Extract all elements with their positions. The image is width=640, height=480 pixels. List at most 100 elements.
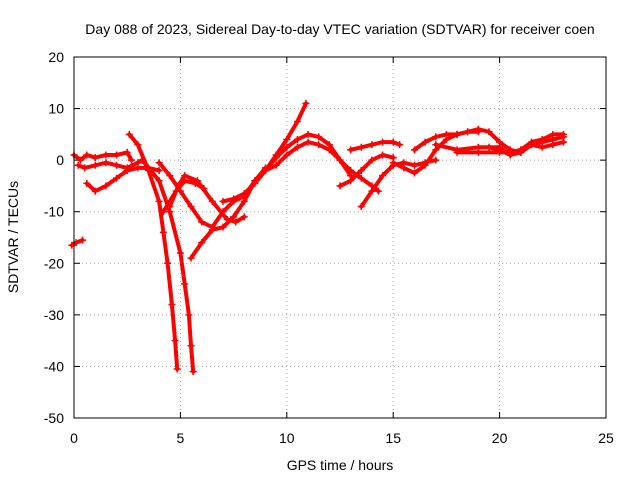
data-point	[347, 177, 355, 185]
data-point	[125, 130, 133, 138]
data-point	[272, 161, 280, 169]
data-point	[368, 187, 376, 195]
data-point	[315, 141, 323, 149]
grid	[74, 57, 606, 418]
data-point	[262, 166, 270, 174]
data-point	[74, 161, 82, 169]
data-point	[485, 128, 493, 136]
data-point	[368, 141, 376, 149]
data-point	[155, 166, 163, 174]
data-point	[187, 203, 195, 211]
data-point	[198, 218, 206, 226]
data-point	[230, 213, 238, 221]
data-point	[357, 174, 365, 182]
data-point	[113, 174, 121, 182]
data-point	[173, 365, 181, 373]
y-tick-label: -20	[44, 255, 64, 271]
data-point	[176, 249, 184, 257]
x-tick-label: 0	[70, 430, 78, 446]
series-dip-2	[138, 156, 197, 376]
y-tick-label: 0	[56, 152, 64, 168]
data-point	[357, 203, 365, 211]
y-tick-label: 20	[48, 49, 64, 65]
data-point	[168, 301, 176, 309]
data-point	[198, 239, 206, 247]
data-point	[176, 187, 184, 195]
data-point	[496, 146, 504, 154]
data-point	[200, 185, 208, 193]
data-point	[240, 190, 248, 198]
data-point	[208, 223, 216, 231]
series-arc-7	[159, 177, 208, 216]
data-point	[421, 138, 429, 146]
data-point	[91, 187, 99, 195]
data-point	[432, 133, 440, 141]
data-point	[410, 161, 418, 169]
data-point	[410, 169, 418, 177]
data-point	[432, 156, 440, 164]
data-point	[357, 143, 365, 151]
data-point	[91, 161, 99, 169]
data-point	[421, 161, 429, 169]
x-tick-label: 5	[177, 430, 185, 446]
data-point	[283, 151, 291, 159]
tick-labels: 0 5 10 15 20 25 -50 -40 -30 -20 -10 0 10 20	[44, 49, 614, 446]
data-point	[155, 159, 163, 167]
data-point	[336, 182, 344, 190]
data-point	[189, 368, 197, 376]
data-point	[293, 117, 301, 125]
data-point	[357, 166, 365, 174]
series-line	[348, 140, 402, 152]
series-arc-4	[68, 236, 87, 249]
data-point	[347, 166, 355, 174]
data-point	[166, 172, 174, 180]
data-point	[474, 125, 482, 133]
data-point	[171, 337, 179, 345]
data-point	[474, 148, 482, 156]
series-line	[157, 101, 308, 230]
data-point	[219, 223, 227, 231]
data-point	[315, 133, 323, 141]
y-tick-label: -50	[44, 410, 64, 426]
data-point	[127, 156, 135, 164]
series-line	[72, 150, 134, 163]
data-point	[251, 179, 259, 187]
data-point	[304, 138, 312, 146]
data-point	[293, 136, 301, 144]
series-layer	[68, 99, 567, 376]
data-point	[181, 280, 189, 288]
data-point	[325, 146, 333, 154]
x-tick-label: 25	[598, 430, 614, 446]
y-tick-label: 10	[48, 101, 64, 117]
data-point	[389, 159, 397, 167]
data-point	[453, 148, 461, 156]
data-point	[113, 151, 121, 159]
x-tick-label: 10	[279, 430, 295, 446]
data-point	[538, 143, 546, 151]
data-point	[219, 197, 227, 205]
series-dip-1	[125, 130, 181, 373]
data-point	[102, 151, 110, 159]
data-point	[232, 218, 240, 226]
data-point	[336, 156, 344, 164]
data-point	[453, 130, 461, 138]
data-point	[208, 197, 216, 205]
data-point	[379, 151, 387, 159]
data-point	[347, 146, 355, 154]
data-point	[138, 156, 146, 164]
y-tick-label: -40	[44, 358, 64, 374]
data-point	[81, 164, 89, 172]
data-point	[304, 130, 312, 138]
data-point	[389, 138, 397, 146]
data-point	[102, 159, 110, 167]
data-point	[134, 141, 142, 149]
data-point	[155, 177, 163, 185]
y-tick-label: -10	[44, 204, 64, 220]
data-point	[187, 254, 195, 262]
data-point	[91, 154, 99, 162]
data-point	[230, 195, 238, 203]
data-point	[442, 130, 450, 138]
data-point	[191, 179, 199, 187]
data-point	[134, 164, 142, 172]
